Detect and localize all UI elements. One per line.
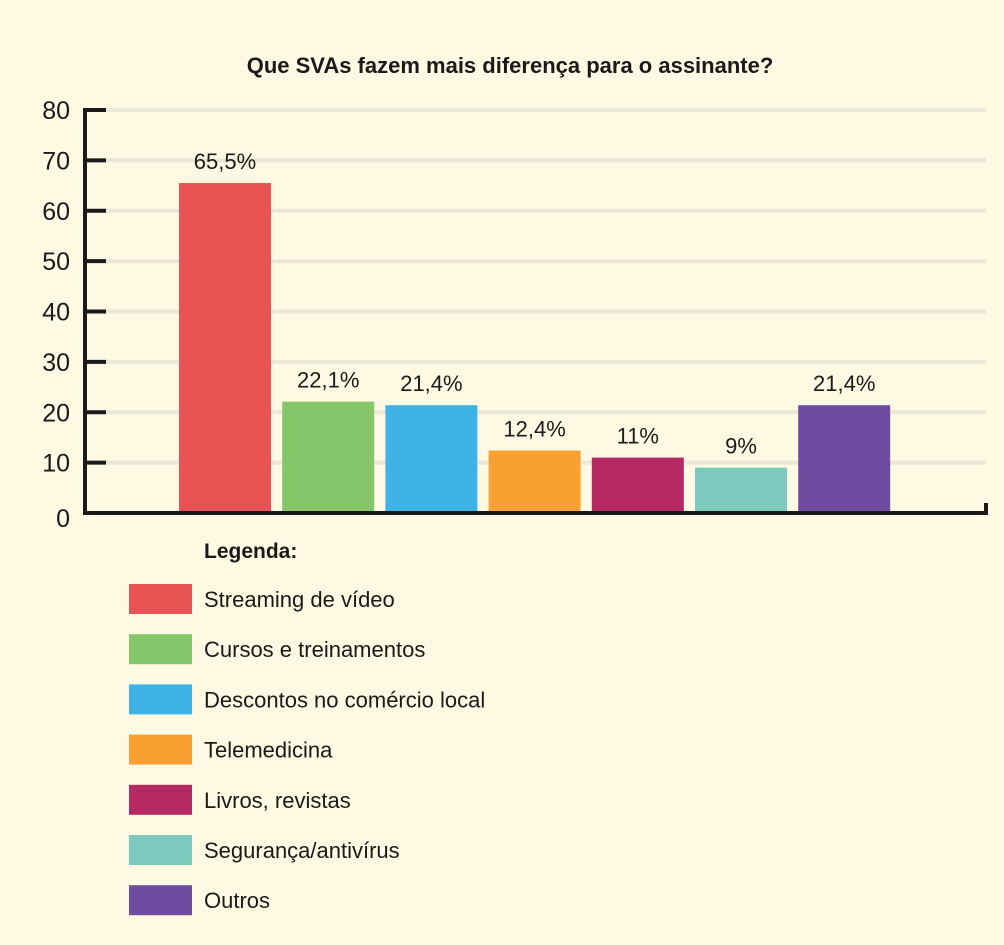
data-labels: 65,5% 22,1% 21,4% 12,4% 11% 9% 21,4% xyxy=(194,149,876,459)
y-tick-label: 80 xyxy=(42,97,70,125)
legend-swatch xyxy=(129,784,192,815)
bar xyxy=(385,405,478,511)
data-label: 21,4% xyxy=(400,371,462,396)
legend: Streaming de vídeo Cursos e treinamentos D… xyxy=(129,584,485,916)
data-label: 22,1% xyxy=(297,368,359,393)
y-tick-label: 30 xyxy=(42,349,70,377)
bars xyxy=(179,183,891,511)
bar xyxy=(695,467,787,511)
y-tick-label: 10 xyxy=(42,450,70,478)
legend-label: Segurança/antivírus xyxy=(204,838,400,863)
bar xyxy=(179,183,271,511)
legend-title: Legenda: xyxy=(204,540,297,563)
legend-label: Livros, revistas xyxy=(204,788,351,813)
legend-label: Streaming de vídeo xyxy=(204,587,395,612)
bar xyxy=(488,450,581,511)
legend-swatch xyxy=(129,584,192,614)
legend-swatch xyxy=(129,885,192,916)
legend-label: Telemedicina xyxy=(204,738,333,763)
legend-label: Cursos e treinamentos xyxy=(204,637,425,662)
chart-title: Que SVAs fazem mais diferença para o ass… xyxy=(247,53,774,78)
data-label: 11% xyxy=(617,424,659,449)
legend-swatch xyxy=(129,634,192,665)
bar xyxy=(591,457,684,511)
y-tick-label: 0 xyxy=(56,505,70,533)
data-label: 9% xyxy=(725,434,757,459)
y-tick-label: 20 xyxy=(42,399,70,427)
legend-label: Descontos no comércio local xyxy=(204,687,485,712)
data-label: 21,4% xyxy=(813,371,875,396)
bar xyxy=(798,405,891,511)
axes: 0 10 20 30 40 50 60 70 80 xyxy=(42,97,988,533)
legend-label: Outros xyxy=(204,888,270,913)
y-tick-label: 60 xyxy=(42,198,70,226)
data-label: 12,4% xyxy=(503,417,565,442)
bar xyxy=(282,401,375,511)
legend-swatch xyxy=(129,684,192,715)
y-tick-label: 70 xyxy=(42,147,70,175)
y-tick-label: 40 xyxy=(42,299,70,327)
y-tick-label: 50 xyxy=(42,248,70,276)
legend-swatch xyxy=(129,734,192,765)
data-label: 65,5% xyxy=(194,149,256,174)
legend-swatch xyxy=(129,835,192,865)
